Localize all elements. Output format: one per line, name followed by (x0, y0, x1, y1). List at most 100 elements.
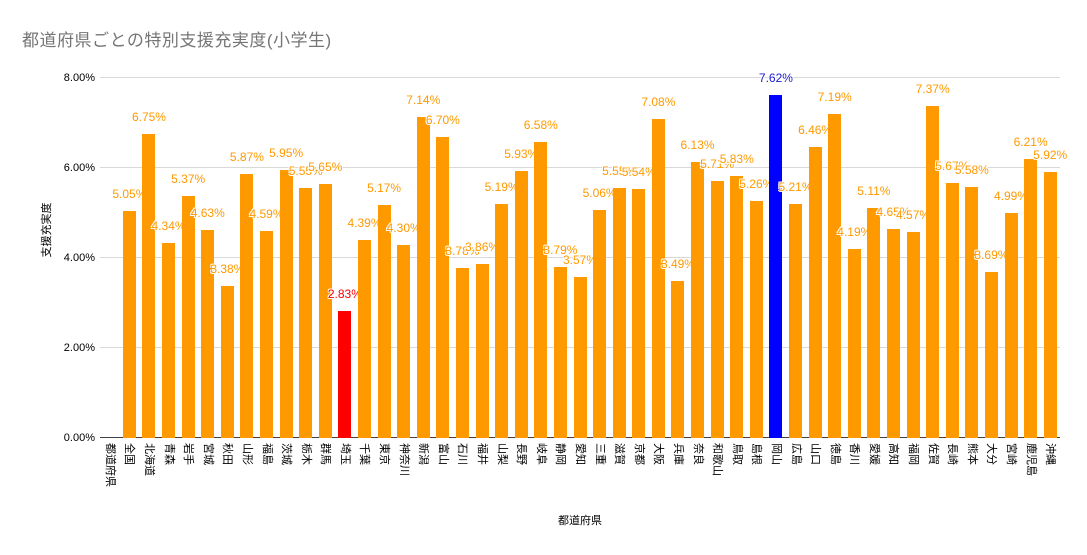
bar-福岡[interactable] (906, 232, 920, 438)
bar-value-label-愛知: 3.57% (562, 253, 598, 268)
x-tick-label-茨城: 茨城 (280, 443, 293, 465)
bar-value-label-滋賀: 5.55% (602, 164, 637, 179)
x-tick-label-秋田: 秋田 (221, 443, 234, 465)
bar-value-label-静岡: 3.79% (543, 243, 578, 258)
x-tick-label-静岡: 静岡 (554, 443, 567, 465)
bar-value-label-大阪: 7.08% (641, 95, 676, 110)
x-tick-label-神奈川: 神奈川 (397, 443, 410, 476)
x-tick-label-栃木: 栃木 (299, 443, 312, 465)
bar-山口[interactable] (808, 147, 822, 438)
bar-滋賀[interactable] (612, 188, 626, 438)
bar-鳥取[interactable] (730, 175, 744, 438)
bar-福島[interactable] (260, 231, 274, 438)
bar-青森[interactable] (162, 242, 176, 438)
bar-栃木[interactable] (299, 188, 313, 438)
bar-宮城[interactable] (201, 229, 215, 438)
bar-全国[interactable] (122, 210, 136, 438)
bar-value-label-岡山: 7.62% (758, 71, 793, 86)
x-tick-label-高知: 高知 (887, 443, 900, 465)
bar-value-label-三重: 5.06% (582, 186, 617, 201)
x-tick-label-埼玉: 埼玉 (338, 443, 351, 465)
bar-三重[interactable] (593, 210, 607, 438)
bar-宮崎[interactable] (1004, 213, 1018, 438)
bar-value-label-愛媛: 5.11% (857, 184, 891, 199)
x-tick-label-愛知: 愛知 (574, 443, 586, 465)
x-tick-label-北海道: 北海道 (142, 443, 155, 476)
bar-愛媛[interactable] (867, 208, 881, 438)
x-tick-label-広島: 広島 (789, 443, 802, 465)
bar-和歌山[interactable] (710, 181, 724, 438)
bar-熊本[interactable] (965, 186, 979, 438)
bar-長崎[interactable] (945, 182, 959, 438)
bar-岩手[interactable] (181, 196, 195, 438)
bar-埼玉[interactable] (338, 310, 352, 438)
bar-茨城[interactable] (279, 170, 293, 438)
bar-佐賀[interactable] (926, 106, 940, 438)
x-tick-label-香川: 香川 (848, 443, 861, 465)
bar-千葉[interactable] (357, 240, 371, 438)
x-tick-label-青森: 青森 (162, 443, 175, 465)
y-tick-label-4.00%: 4.00% (63, 252, 95, 264)
bar-福井[interactable] (475, 264, 489, 438)
y-axis-title: 支援充実度 (41, 202, 53, 258)
bar-奈良[interactable] (691, 162, 705, 438)
bar-富山[interactable] (436, 136, 450, 438)
bar-山形[interactable] (240, 173, 254, 438)
bar-島根[interactable] (749, 201, 763, 438)
bar-value-label-宮城: 4.63% (190, 205, 225, 220)
bar-愛知[interactable] (573, 277, 587, 438)
x-tick-label-福岡: 福岡 (907, 443, 920, 465)
x-tick-label-長野: 長野 (515, 443, 528, 465)
bar-value-label-茨城: 5.95% (269, 146, 304, 161)
bar-value-label-鹿児島: 6.21% (1013, 134, 1048, 149)
bar-東京[interactable] (377, 205, 391, 438)
bar-静岡[interactable] (553, 267, 567, 438)
x-tick-label-福井: 福井 (476, 443, 489, 465)
x-tick-label-奈良: 奈良 (691, 443, 704, 465)
x-tick-label-宮城: 宮城 (201, 443, 214, 465)
bar-北海道[interactable] (142, 134, 156, 438)
bar-value-label-宮崎: 4.99% (994, 189, 1029, 204)
bar-value-label-島根: 5.26% (739, 177, 774, 192)
x-tick-label-鳥取: 鳥取 (730, 443, 743, 465)
bar-value-label-青森: 4.34% (151, 218, 186, 233)
bar-大分[interactable] (984, 271, 998, 438)
x-tick-label-新潟: 新潟 (417, 443, 430, 465)
bar-value-label-熊本: 5.58% (954, 162, 989, 177)
x-tick-label-沖縄: 沖縄 (1044, 443, 1057, 465)
bar-value-label-徳島: 7.19% (817, 90, 852, 105)
bar-神奈川[interactable] (397, 244, 411, 438)
x-tick-label-徳島: 徳島 (828, 443, 841, 465)
x-tick-label-宮崎: 宮崎 (1005, 443, 1018, 465)
bar-沖縄[interactable] (1043, 171, 1057, 438)
bar-香川[interactable] (847, 249, 861, 438)
bar-広島[interactable] (789, 203, 802, 438)
bar-岐阜[interactable] (534, 141, 548, 438)
bar-value-label-福井: 3.86% (465, 240, 500, 255)
x-tick-label-石川: 石川 (456, 443, 469, 465)
bar-value-label-京都: 5.54% (621, 164, 656, 179)
plot-area: 5.05% 6.75% 4.34% 5.37% 4.63% 3.38% 5.87% 4.59%… (100, 71, 1067, 438)
x-tick-label-山梨: 山梨 (495, 443, 508, 465)
bar-value-label-香川: 4.19% (837, 225, 872, 240)
y-tick-label-6.00%: 6.00% (63, 162, 95, 174)
bar-秋田[interactable] (220, 285, 234, 438)
bar-群馬[interactable] (318, 183, 332, 438)
bar-新潟[interactable] (416, 116, 430, 438)
bar-徳島[interactable] (828, 114, 842, 438)
bar-京都[interactable] (632, 188, 646, 438)
bar-value-label-栃木: 5.55% (288, 164, 323, 179)
bar-鹿児島[interactable] (1024, 158, 1038, 438)
bar-value-label-福岡: 4.57% (896, 208, 931, 223)
bar-大阪[interactable] (651, 119, 665, 438)
bar-石川[interactable] (455, 267, 469, 438)
bar-高知[interactable] (886, 228, 900, 438)
bar-山梨[interactable] (495, 204, 509, 438)
x-tick-label-佐賀: 佐賀 (926, 443, 939, 465)
x-tick-label-島根: 島根 (750, 443, 763, 465)
bar-岡山[interactable] (769, 95, 783, 438)
bar-value-label-広島: 5.21% (778, 179, 813, 194)
bar-兵庫[interactable] (671, 280, 685, 438)
x-tick-label-群馬: 群馬 (319, 443, 332, 465)
bar-長野[interactable] (514, 171, 528, 438)
